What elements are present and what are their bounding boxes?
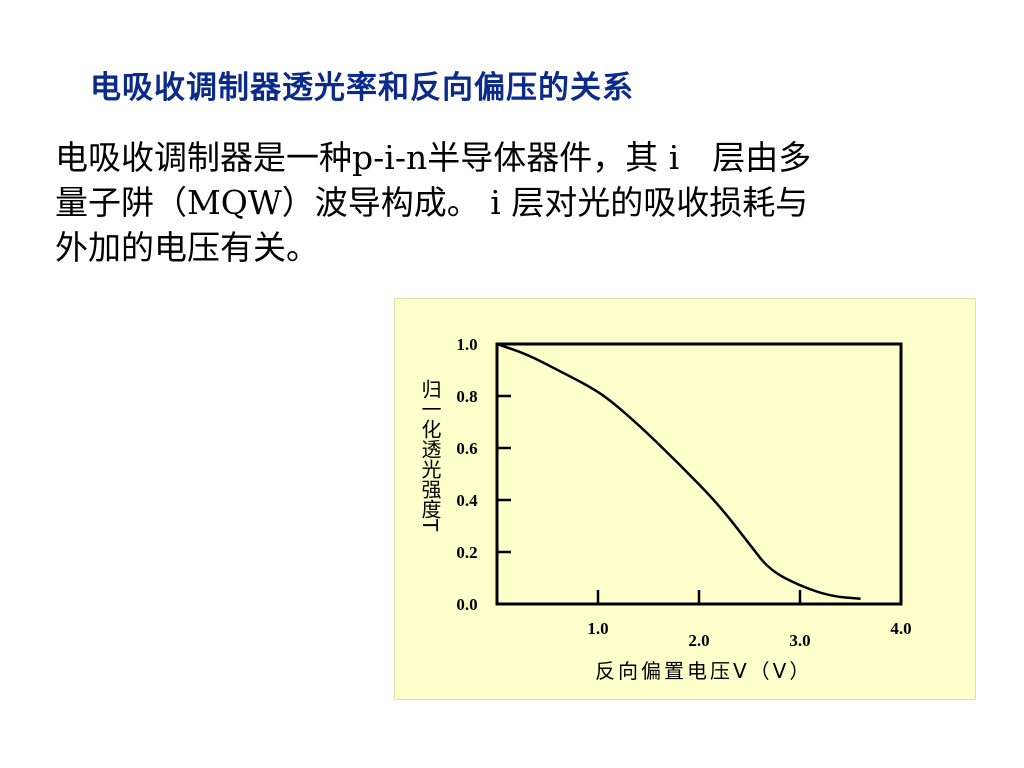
x-tick-label: 2.0 — [688, 631, 709, 650]
transmission-curve — [496, 342, 861, 601]
slide-title: 电吸收调制器透光率和反向偏压的关系 — [90, 70, 634, 106]
x-tick-label: 4.0 — [890, 619, 911, 638]
x-axis-label: 反向偏置电压V（V） — [595, 659, 813, 683]
y-tick-label: 0.4 — [456, 491, 478, 510]
plot-frame — [495, 342, 903, 606]
paragraph-line: 外加的电压有关。 — [55, 228, 319, 267]
slide-paragraph: 电吸收调制器是一种p-i-n半导体器件，其 i 层由多 量子阱（MQW）波导构成… — [55, 135, 965, 270]
transmission-voltage-chart: 0.0 0.2 0.4 0.6 0.8 1.0 1.0 2.0 3.0 4.0 — [456, 335, 911, 650]
chart-panel: 0.0 0.2 0.4 0.6 0.8 1.0 1.0 2.0 3.0 4.0 归一化透光强度T … — [394, 298, 976, 700]
x-tick-label: 3.0 — [789, 631, 810, 650]
y-tick-label: 1.0 — [456, 335, 477, 354]
y-tick-label: 0.0 — [456, 595, 477, 614]
y-tick-label: 0.8 — [456, 387, 477, 406]
y-axis-label: 归一化透光强度T — [418, 379, 442, 532]
y-tick-label: 0.2 — [456, 543, 477, 562]
y-tick-label: 0.6 — [456, 439, 477, 458]
x-tick-label: 1.0 — [587, 619, 608, 638]
paragraph-line: 量子阱（MQW）波导构成。 i 层对光的吸收损耗与 — [55, 183, 809, 222]
paragraph-line: 电吸收调制器是一种p-i-n半导体器件，其 i 层由多 — [55, 138, 812, 177]
